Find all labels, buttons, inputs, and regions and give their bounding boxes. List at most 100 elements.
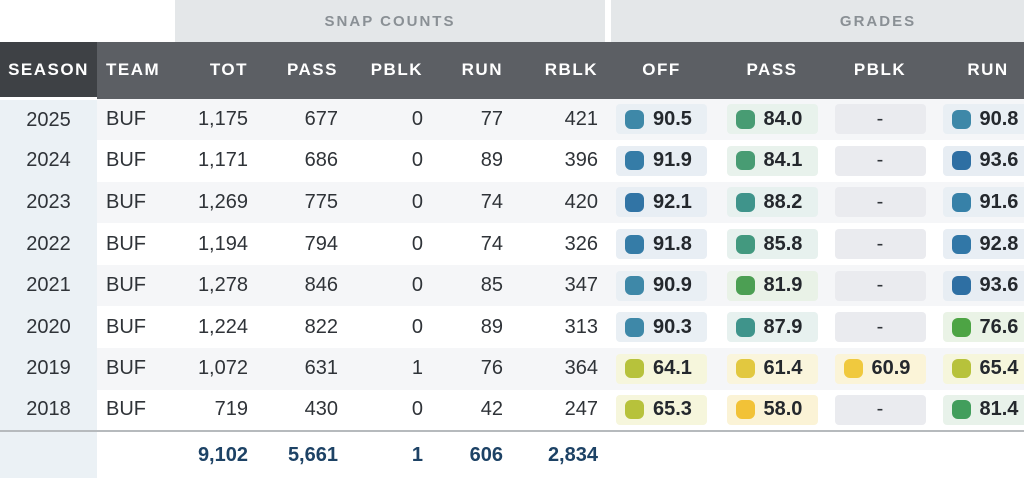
grade-badge: 88.2 [726,187,818,218]
total-run-value: 606 [430,430,510,479]
table-row: 2020 BUF 1,224 822 0 89 313 90.3 87.9 - 76.6 [0,306,1024,349]
grade-value: 91.8 [653,232,692,255]
grade-swatch-icon [951,151,971,171]
grade-badge: 91.6 [942,187,1024,218]
season-value: 2025 [0,98,97,141]
snap-pblk-value: 0 [411,274,423,297]
table-row: 2022 BUF 1,194 794 0 74 326 91.8 85.8 - 92.8 [0,223,1024,265]
grade-swatch-icon [843,359,863,379]
snap-pass-value: 430 [304,398,338,421]
grade-empty-badge: - [834,312,926,343]
grade-run-cell: 90.8 [934,99,1024,141]
grade-off-cell: 90.5 [605,99,718,141]
grade-swatch-icon [951,317,971,337]
snap-pblk-value: 1 [411,357,423,380]
grade-value: 81.4 [979,398,1019,421]
snap-run-value: 74 [480,232,503,255]
snap-pass-value: 775 [304,190,338,213]
header-snap-tot[interactable]: TOT [175,42,255,99]
snap-run-value: 42 [480,398,503,421]
grade-swatch-icon [625,109,644,129]
table-row: 2023 BUF 1,269 775 0 74 420 92.1 88.2 - 91.6 [0,181,1024,224]
grade-run-cell: 65.4 [934,348,1024,390]
team-value: BUF [106,149,146,172]
season-stats-table: SEASON TEAM TOT PASS PBLK RUN RBLK OFF P… [0,42,1024,479]
grade-value: 65.3 [653,398,692,421]
grade-pass-cell: 84.1 [718,140,826,182]
season-value: 2019 [0,348,97,390]
team-value: BUF [106,274,146,297]
grade-empty-value: - [876,398,884,421]
grade-pass-cell: 81.9 [718,265,826,307]
header-snap-run[interactable]: RUN [430,42,510,99]
grade-badge: 65.3 [616,394,707,425]
snap-rblk-value: 326 [564,232,598,255]
snap-run-value: 85 [480,274,503,297]
grade-swatch-icon [625,276,644,296]
header-snap-rblk[interactable]: RBLK [510,42,605,99]
grade-pass-cell: 85.8 [718,223,826,265]
total-pass-value: 5,661 [255,430,345,479]
grade-value: 92.1 [653,190,692,213]
grade-value: 88.2 [763,190,803,213]
header-grade-pass[interactable]: PASS [718,42,826,99]
team-value: BUF [106,357,146,380]
total-pblk-value: 1 [345,430,430,479]
grade-empty-value: - [876,232,884,255]
grade-badge: 90.5 [616,104,707,135]
grade-value: 91.6 [979,190,1019,213]
header-snap-pass[interactable]: PASS [255,42,345,99]
snap-run-value: 89 [480,149,503,172]
grade-off-cell: 65.3 [605,390,718,432]
header-snap-pblk[interactable]: PBLK [345,42,430,99]
grade-badge: 91.9 [616,145,707,176]
header-season[interactable]: SEASON [0,42,97,100]
header-grade-pblk[interactable]: PBLK [826,42,934,99]
grade-value: 87.9 [763,315,803,338]
grade-swatch-icon [951,400,971,420]
grade-badge: 93.6 [942,270,1024,301]
group-grades: GRADES [611,0,1024,42]
snap-pass-value: 822 [304,315,338,338]
team-value: BUF [106,190,146,213]
grade-value: 61.4 [763,357,803,380]
grade-swatch-icon [951,276,971,296]
grade-badge: 61.4 [726,353,818,384]
grade-off-cell: 92.1 [605,182,718,224]
grade-swatch-icon [735,276,755,296]
grade-value: 90.3 [653,315,692,338]
snap-pass-value: 677 [304,107,338,130]
snap-tot-value: 1,278 [197,274,248,297]
totals-season-cell [0,430,97,479]
header-grade-run[interactable]: RUN [934,42,1024,99]
grade-swatch-icon [735,192,755,212]
grade-value: 76.6 [979,315,1019,338]
grade-off-cell: 90.9 [605,265,718,307]
season-value: 2022 [0,223,97,265]
grade-value: 90.9 [653,274,692,297]
grade-badge: 92.1 [616,187,707,218]
grade-value: 90.8 [979,107,1019,130]
grade-pblk-cell: - [826,390,934,432]
grade-badge: 60.9 [834,353,926,384]
grade-value: 91.9 [653,149,692,172]
snap-pass-value: 631 [304,357,338,380]
grade-value: 64.1 [653,357,692,380]
header-grade-off[interactable]: OFF [605,42,718,99]
grade-run-cell: 76.6 [934,306,1024,348]
grade-run-cell: 93.6 [934,140,1024,182]
grade-swatch-icon [735,359,755,379]
snap-tot-value: 1,194 [197,232,248,255]
grade-badge: 93.6 [942,145,1024,176]
grade-badge: 92.8 [942,229,1024,260]
season-value: 2021 [0,264,97,307]
team-value: BUF [106,107,146,130]
grade-run-cell: 91.6 [934,182,1024,224]
snap-rblk-value: 347 [564,274,598,297]
totals-grade-pblk-cell [826,430,934,479]
grade-pblk-cell: - [826,265,934,307]
header-team[interactable]: TEAM [97,42,175,99]
season-value: 2020 [0,306,97,349]
grade-value: 92.8 [979,232,1019,255]
